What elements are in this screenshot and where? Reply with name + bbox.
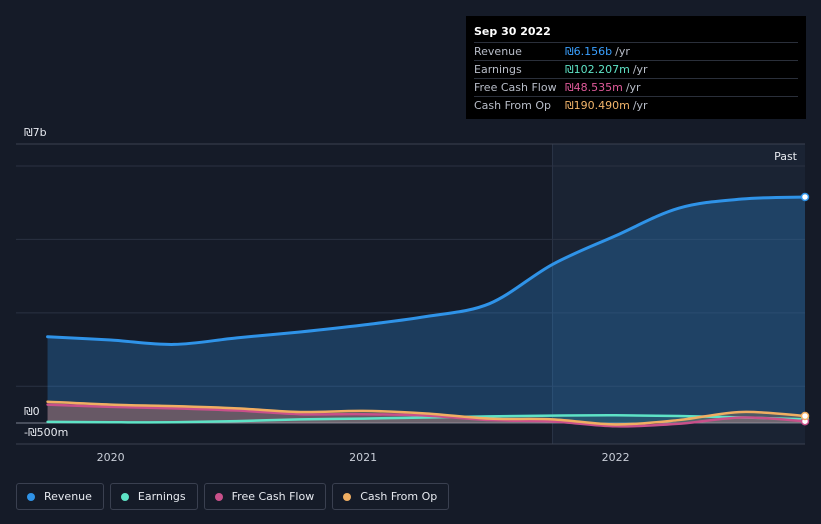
x-tick-label: 2022 xyxy=(602,451,630,464)
cash-from-op-dot-icon xyxy=(343,492,352,501)
revenue-end-marker xyxy=(800,192,810,202)
x-tick-label: 2021 xyxy=(349,451,377,464)
cash-from-op-area xyxy=(47,401,806,425)
tooltip: Sep 30 2022 Revenue ₪6.156b /yr Earnings… xyxy=(466,16,806,119)
legend-label: Cash From Op xyxy=(360,490,438,503)
tooltip-row-earnings: Earnings ₪102.207m /yr xyxy=(474,60,798,78)
tooltip-value: ₪48.535m xyxy=(565,81,623,94)
tooltip-unit: /yr xyxy=(625,81,641,94)
revenue-line xyxy=(46,195,807,346)
legend-item-earnings[interactable]: Earnings xyxy=(109,483,198,510)
legend-label: Revenue xyxy=(44,490,92,503)
tooltip-row-revenue: Revenue ₪6.156b /yr xyxy=(474,42,798,60)
tooltip-label: Revenue xyxy=(474,45,522,58)
free-cash-flow-dot-icon xyxy=(214,492,223,501)
earnings-line xyxy=(46,414,807,424)
tooltip-unit: /yr xyxy=(632,99,648,112)
tooltip-label: Cash From Op xyxy=(474,99,552,112)
cash-from-op-line xyxy=(46,400,807,426)
past-label: Past xyxy=(774,150,798,163)
tooltip-label: Free Cash Flow xyxy=(474,81,557,94)
tooltip-row-cash-from-op: Cash From Op ₪190.490m /yr xyxy=(474,96,798,114)
tooltip-row-free-cash-flow: Free Cash Flow ₪48.535m /yr xyxy=(474,78,798,96)
legend-label: Free Cash Flow xyxy=(231,490,315,503)
revenue-dot-icon xyxy=(27,492,35,501)
legend-item-cash-from-op[interactable]: Cash From Op xyxy=(332,483,450,510)
earnings-dot-icon xyxy=(120,492,129,501)
tooltip-value: ₪190.490m xyxy=(565,99,630,112)
tooltip-label: Earnings xyxy=(474,63,522,76)
past-region xyxy=(552,144,805,444)
tooltip-unit: /yr xyxy=(615,45,630,58)
legend-label: Earnings xyxy=(137,490,186,503)
legend-item-revenue[interactable]: Revenue xyxy=(16,483,104,510)
legend-item-free-cash-flow[interactable]: Free Cash Flow xyxy=(203,483,327,510)
cash-from-op-end-marker xyxy=(800,411,810,421)
y-tick-label: -₪500m xyxy=(24,426,68,439)
tooltip-unit: /yr xyxy=(632,63,648,76)
tooltip-date: Sep 30 2022 xyxy=(474,25,551,38)
tooltip-value: ₪6.156b xyxy=(565,45,613,58)
earnings-area xyxy=(47,415,806,423)
revenue-area xyxy=(47,196,806,423)
y-tick-label: ₪0 xyxy=(24,405,40,418)
y-tick-label: ₪7b xyxy=(24,126,47,139)
tooltip-value: ₪102.207m xyxy=(565,63,630,76)
free-cash-flow-line xyxy=(46,403,807,428)
x-tick-label: 2020 xyxy=(97,451,125,464)
legend: Revenue Earnings Free Cash Flow Cash Fro… xyxy=(16,483,450,510)
